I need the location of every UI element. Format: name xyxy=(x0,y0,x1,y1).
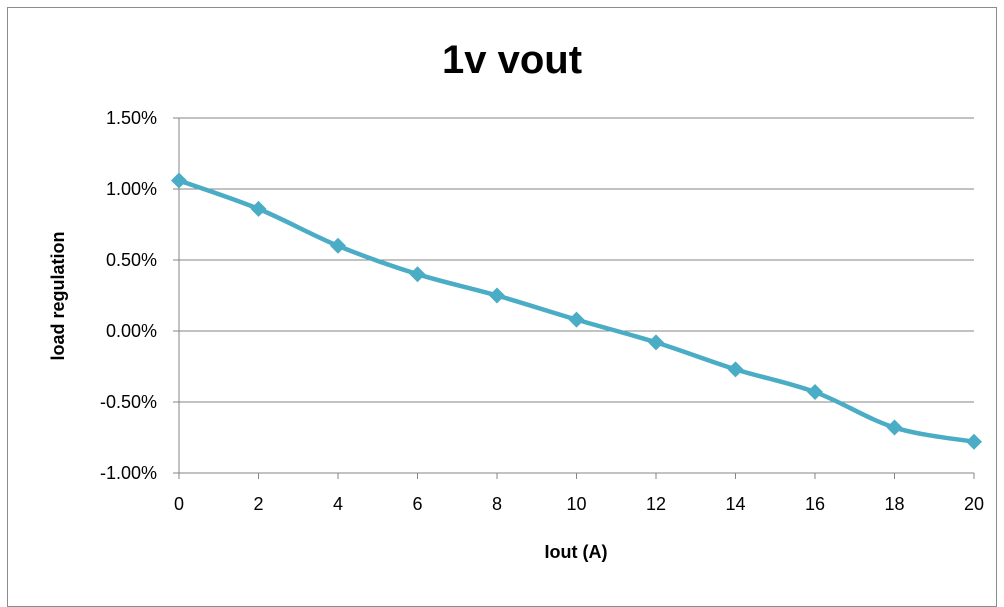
x-tick-label: 18 xyxy=(884,494,904,514)
axes xyxy=(178,118,974,474)
x-tick-label: 2 xyxy=(253,494,263,514)
x-tick-label: 14 xyxy=(725,494,745,514)
data-point-marker xyxy=(330,237,346,254)
y-tick-label: -0.50% xyxy=(100,392,157,412)
line-chart: 1v vout 1.50% 1.00% 0.50% 0.00% -0.50% -1.00%… xyxy=(48,38,984,562)
x-tick-label: 4 xyxy=(333,494,343,514)
y-tick-label: 0.50% xyxy=(106,250,157,270)
x-tick-label: 16 xyxy=(805,494,825,514)
data-point-marker xyxy=(409,266,426,283)
y-tick-label: 0.00% xyxy=(106,321,157,341)
data-point-marker xyxy=(648,334,664,351)
x-axis-ticks: 0 2 4 6 8 10 12 14 16 18 20 xyxy=(174,473,984,514)
gridlines xyxy=(179,117,974,474)
y-axis-label: load regulation xyxy=(48,231,68,360)
x-tick-label: 12 xyxy=(646,494,666,514)
data-point-marker xyxy=(807,384,823,401)
data-point-marker xyxy=(727,361,744,378)
data-point-marker xyxy=(886,419,903,436)
y-tick-label: -1.00% xyxy=(100,463,157,483)
data-point-marker xyxy=(966,433,982,450)
data-point-marker xyxy=(171,172,187,189)
chart-title: 1v vout xyxy=(442,38,582,82)
x-tick-label: 10 xyxy=(566,494,586,514)
data-point-marker xyxy=(250,200,267,217)
chart-frame xyxy=(7,7,997,607)
y-tick-label: 1.50% xyxy=(106,108,157,128)
data-point-marker xyxy=(568,311,585,328)
y-axis-ticks: 1.50% 1.00% 0.50% 0.00% -0.50% -1.00% xyxy=(100,108,179,483)
series xyxy=(171,172,982,450)
x-axis-label: Iout (A) xyxy=(545,542,608,562)
x-tick-label: 8 xyxy=(492,494,502,514)
series-line xyxy=(178,178,975,444)
data-point-marker xyxy=(489,287,505,304)
x-tick-label: 20 xyxy=(964,494,984,514)
x-tick-label: 0 xyxy=(174,494,184,514)
x-tick-label: 6 xyxy=(412,494,422,514)
y-tick-label: 1.00% xyxy=(106,179,157,199)
